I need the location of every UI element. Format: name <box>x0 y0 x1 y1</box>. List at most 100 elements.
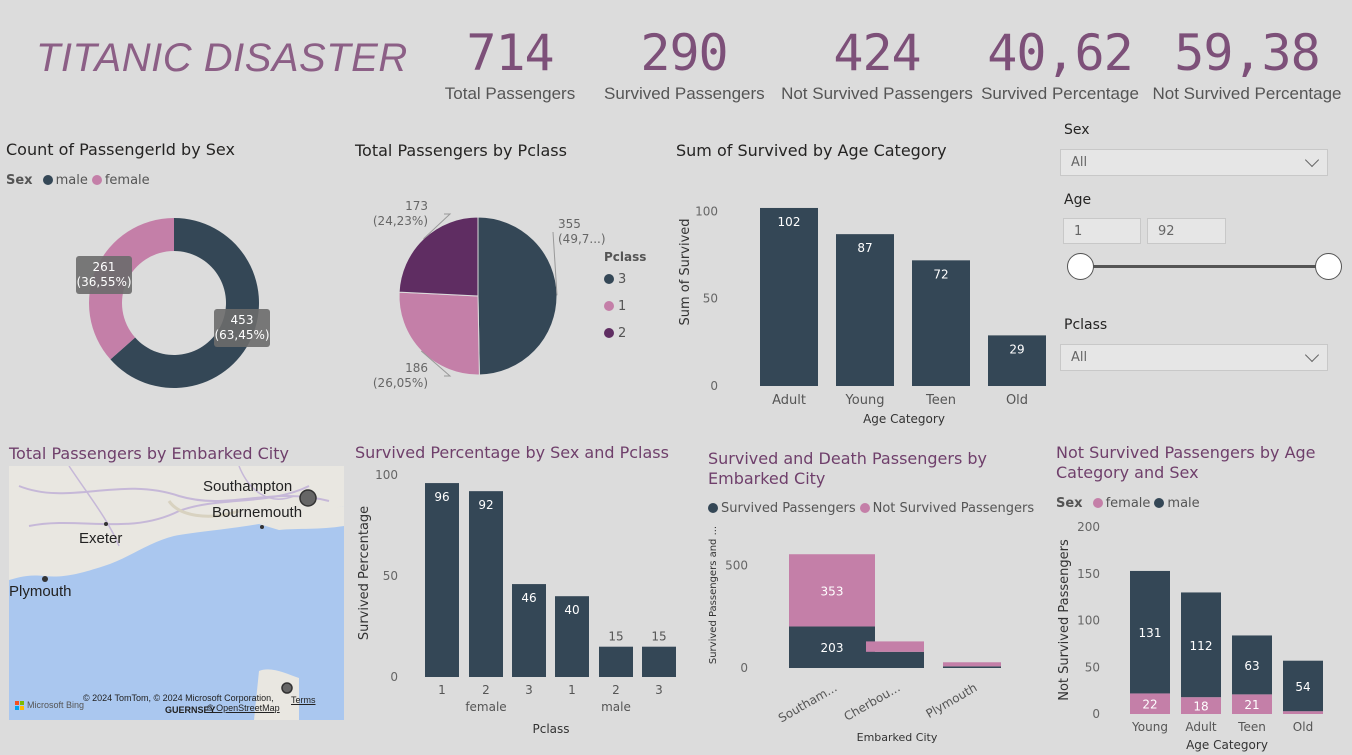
donut-chart-sex[interactable]: 453(63,45%) 261(36,55%) <box>60 205 300 405</box>
bar-segment-survived[interactable] <box>789 626 875 668</box>
microsoft-logo-icon <box>15 700 24 710</box>
legend-dot-icon <box>859 503 870 513</box>
pie-slice-pclass-1[interactable] <box>398 291 480 376</box>
chart-title-age-survived: Sum of Survived by Age Category <box>676 141 947 160</box>
bar-chart-survived-pct[interactable]: 0 50 100 Survived Percentage 96 1 92 2 46 3 40 1 15 2… <box>350 465 690 740</box>
x-tick-label: 3 <box>655 683 663 697</box>
legend-dot-icon <box>604 328 614 338</box>
age-max-input[interactable]: 92 <box>1147 218 1226 244</box>
bar-segment-not-survived[interactable] <box>789 554 875 627</box>
x-tick-label: 1 <box>438 683 446 697</box>
data-label-value: 453 <box>231 313 254 327</box>
bar-female-class-3[interactable] <box>512 584 546 677</box>
bar-segment-male-old[interactable] <box>1283 660 1323 712</box>
bar-segment-female-old[interactable] <box>1283 711 1323 714</box>
map-bubble-southampton[interactable] <box>299 489 317 507</box>
bar-segment-survived[interactable] <box>943 666 1001 668</box>
map-bubble-plymouth[interactable] <box>42 576 48 582</box>
map-point-bournemouth <box>260 525 264 529</box>
legend-item-not-survived[interactable]: Not Survived Passengers <box>872 501 1035 516</box>
pie-slice-pclass-2[interactable] <box>398 216 479 297</box>
kpi-survived-passengers: 290 Survived Passengers <box>604 22 765 104</box>
bar-segment-male-adult[interactable] <box>1181 592 1221 698</box>
legend-item-male[interactable]: male <box>1167 496 1200 511</box>
map-bubble-cherbourg[interactable] <box>281 682 293 694</box>
y-tick-label: 50 <box>703 292 718 306</box>
x-tick-label: Young <box>845 393 885 408</box>
data-label-value: 186 <box>405 361 428 375</box>
data-label: 63 <box>1244 659 1259 673</box>
legend-item-pclass-1[interactable]: 1 <box>618 299 626 314</box>
sex-filter-label: Sex <box>1064 122 1090 138</box>
data-label-value: 261 <box>93 260 116 274</box>
bar-young[interactable] <box>836 234 894 386</box>
age-filter-label: Age <box>1064 192 1092 208</box>
data-label: 54 <box>1295 680 1310 694</box>
bar-segment-female-young[interactable] <box>1130 693 1170 714</box>
kpi-label: Not Survived Passengers <box>781 84 973 103</box>
bar-male-class-2[interactable] <box>599 646 633 677</box>
x-group-label-female: female <box>465 700 506 714</box>
x-tick-label: Young <box>1131 720 1168 734</box>
sex-filter-dropdown[interactable]: All <box>1060 149 1328 176</box>
pclass-filter-dropdown[interactable]: All <box>1060 344 1328 371</box>
chart-title-pclass: Total Passengers by Pclass <box>355 141 567 160</box>
map-osm-link[interactable]: © OpenStreetMap <box>207 703 280 713</box>
bar-segment-male-teen[interactable] <box>1232 635 1272 695</box>
x-tick-label: Adult <box>772 393 806 408</box>
x-tick-label: 2 <box>612 683 620 697</box>
map-embarked-city[interactable]: Southampton Bournemouth Exeter Plymouth … <box>9 466 344 720</box>
pie-chart-pclass[interactable]: 355(49,7...) 186(26,05%) 173(24,23%) Pclass… <box>360 190 660 400</box>
legend-item-female[interactable]: female <box>104 173 150 188</box>
legend-dot-icon <box>708 503 718 513</box>
legend-item-survived[interactable]: Survived Passengers <box>721 501 856 516</box>
y-axis-title: Survived Passengers and ... <box>708 526 719 664</box>
legend-item-pclass-3[interactable]: 3 <box>618 272 626 287</box>
bar-teen[interactable] <box>912 260 970 386</box>
bar-female-class-2[interactable] <box>469 491 503 677</box>
chart-title-sex: Count of PassengerId by Sex <box>6 140 235 159</box>
age-slider-max-handle[interactable] <box>1315 253 1342 280</box>
pie-slice-pclass-3[interactable] <box>477 216 558 376</box>
bar-male-class-3[interactable] <box>642 646 676 677</box>
x-tick-label: Adult <box>1185 720 1217 734</box>
bar-adult[interactable] <box>760 207 818 386</box>
legend-title: Sex <box>1056 496 1083 511</box>
road <box>238 466 295 500</box>
bar-segment-female-adult[interactable] <box>1181 697 1221 714</box>
age-slider-min-handle[interactable] <box>1067 253 1094 280</box>
legend-item-pclass-2[interactable]: 2 <box>618 326 626 341</box>
chart-title-not-survived-age-sex: Not Survived Passengers by Age Category … <box>1056 443 1316 482</box>
road <box>68 466 120 547</box>
bar-chart-not-survived-age-sex[interactable]: 0 50 100 150 200 Not Survived Passengers 22 131… <box>1050 515 1350 755</box>
age-slider-track[interactable] <box>1080 265 1328 268</box>
bar-segment-not-survived[interactable] <box>866 641 924 652</box>
y-axis-title: Not Survived Passengers <box>1057 539 1072 701</box>
bar-segment-survived[interactable] <box>866 651 924 668</box>
bar-chart-embarked[interactable]: 0 500 Survived Passengers and ... 203 353 Sou… <box>700 525 1040 750</box>
kpi-value: 40,62 <box>987 24 1134 82</box>
x-tick-label: Teen <box>925 393 956 408</box>
bar-female-class-1[interactable] <box>425 483 459 677</box>
kpi-value: 424 <box>833 24 921 82</box>
x-tick-label: Teen <box>1237 720 1266 734</box>
data-label-bg <box>76 256 132 294</box>
city-label-exeter: Exeter <box>79 530 123 547</box>
bar-old[interactable] <box>988 335 1046 386</box>
legend-title: Sex <box>6 173 33 188</box>
donut-slice-female[interactable] <box>89 218 174 360</box>
city-label-southampton: Southampton <box>203 478 293 495</box>
map-terms-link[interactable]: Terms <box>291 695 316 705</box>
bar-segment-female-teen[interactable] <box>1232 694 1272 714</box>
age-min-input[interactable]: 1 <box>1063 218 1141 244</box>
legend-item-male[interactable]: male <box>55 173 88 188</box>
x-tick-label: Old <box>1006 393 1028 408</box>
x-tick-label: Old <box>1293 720 1313 734</box>
legend-sex: Sex male female <box>6 173 150 188</box>
legend-item-female[interactable]: female <box>1105 496 1151 511</box>
bar-segment-not-survived[interactable] <box>943 662 1001 667</box>
kpi-label: Not Survived Percentage <box>1152 84 1342 103</box>
bar-segment-male-young[interactable] <box>1130 570 1170 694</box>
bar-male-class-1[interactable] <box>555 596 589 677</box>
